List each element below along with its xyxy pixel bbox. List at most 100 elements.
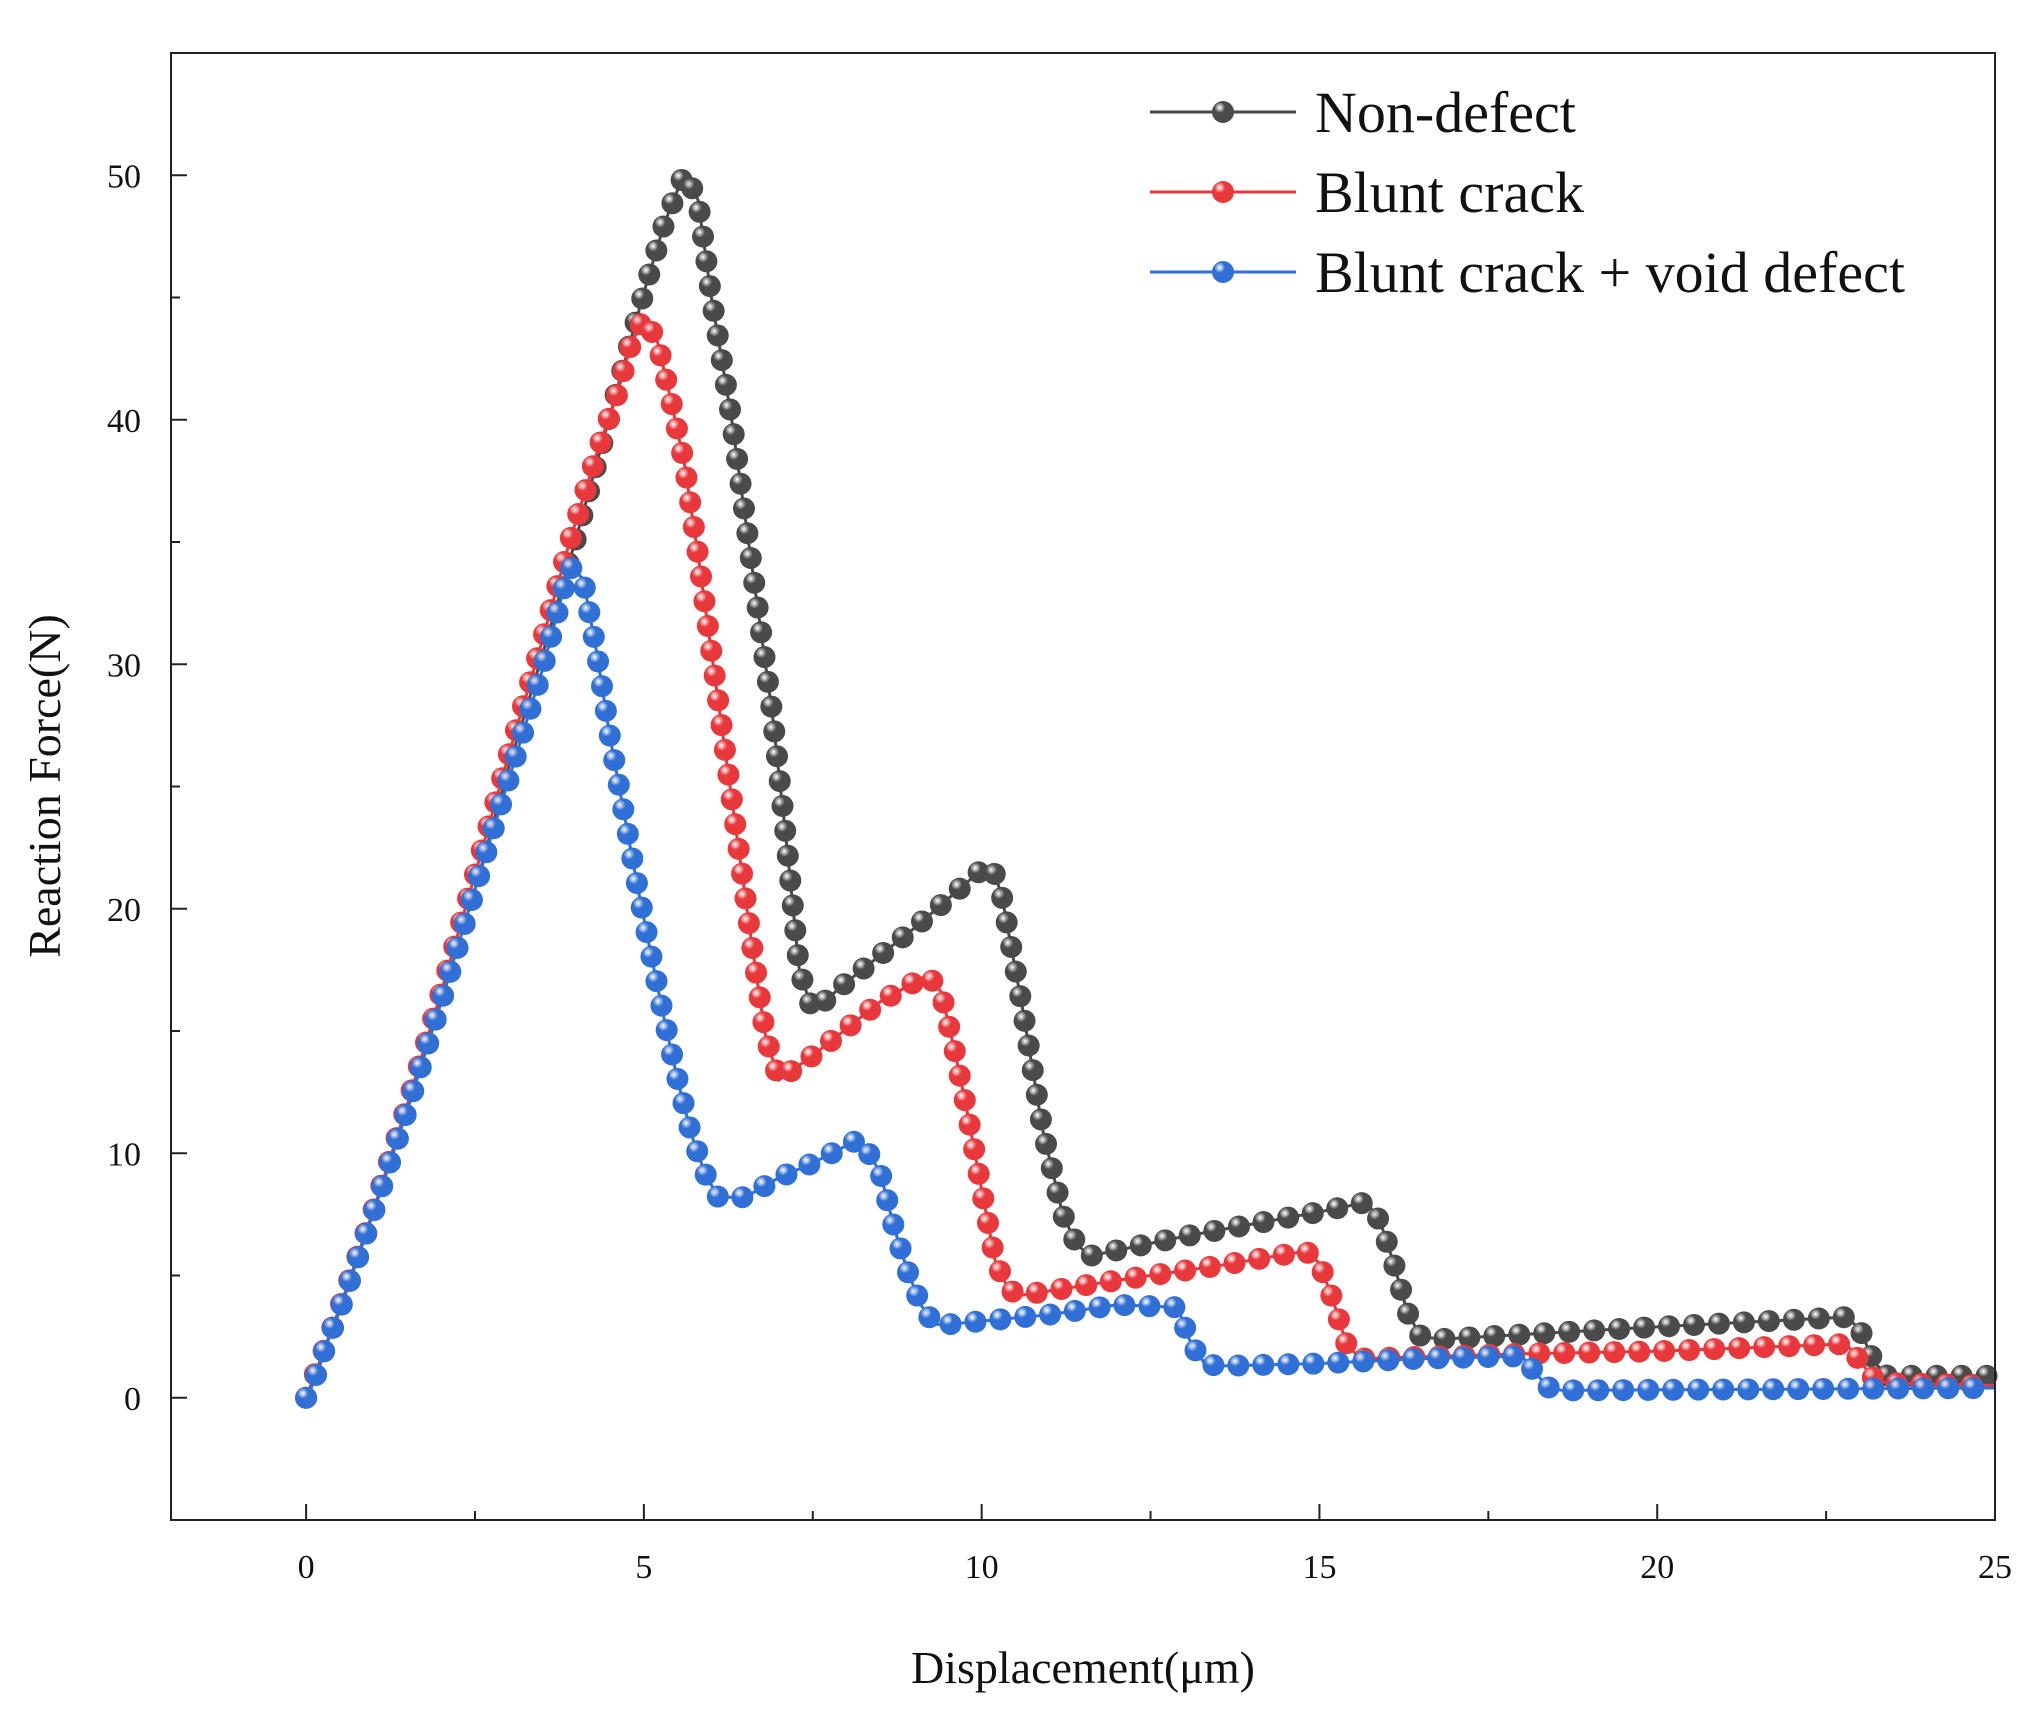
data-point <box>460 888 483 911</box>
data-point <box>1578 1341 1601 1364</box>
x-tick-label: 25 <box>1978 1549 2012 1586</box>
data-point <box>1803 1334 1826 1357</box>
data-point <box>330 1293 353 1316</box>
y-tick-label: 20 <box>107 892 141 929</box>
data-point <box>560 557 583 580</box>
data-point <box>512 721 535 744</box>
x-tick-label: 5 <box>635 1549 652 1586</box>
data-point <box>958 1113 981 1136</box>
legend-marker <box>1212 261 1234 283</box>
data-point <box>645 970 668 993</box>
data-point <box>378 1151 401 1174</box>
data-point <box>798 1153 821 1176</box>
series-2 <box>295 557 1996 1409</box>
data-point <box>475 841 498 864</box>
data-point <box>612 360 635 383</box>
data-point <box>1608 1318 1631 1341</box>
data-point <box>906 1284 929 1307</box>
y-tick-label: 40 <box>107 403 141 440</box>
data-point <box>739 547 762 570</box>
data-point <box>1184 1339 1207 1362</box>
data-point <box>938 1015 961 1038</box>
data-point <box>655 1019 678 1042</box>
y-tick-label: 30 <box>107 647 141 684</box>
data-point <box>1252 1211 1275 1234</box>
data-point <box>702 299 725 322</box>
data-point <box>1375 1230 1398 1253</box>
data-point <box>991 886 1014 909</box>
data-point <box>1850 1322 1873 1345</box>
data-point <box>1757 1310 1780 1333</box>
legend-marker <box>1212 181 1234 203</box>
data-point <box>1277 1206 1300 1229</box>
data-point <box>1149 1263 1172 1286</box>
plot-frame <box>170 52 1996 1521</box>
legend-marker <box>1212 101 1234 123</box>
data-point <box>1035 1132 1058 1155</box>
data-point <box>675 466 698 489</box>
data-point <box>714 373 737 396</box>
data-point <box>686 1140 709 1163</box>
data-point <box>1653 1340 1676 1363</box>
data-point <box>386 1127 409 1150</box>
data-point <box>1296 1241 1319 1264</box>
data-point <box>552 577 575 600</box>
legend-item: Blunt crack + void defect <box>1150 240 1905 305</box>
data-point <box>1628 1340 1651 1363</box>
data-point <box>638 263 661 286</box>
data-point <box>1099 1270 1122 1293</box>
data-point <box>910 910 933 933</box>
data-point <box>431 984 454 1007</box>
data-point <box>753 1175 776 1198</box>
data-point <box>598 724 621 747</box>
data-point <box>1009 985 1032 1008</box>
data-point <box>1113 1294 1136 1317</box>
data-point <box>630 896 653 919</box>
data-point <box>1787 1378 1810 1401</box>
data-point <box>1039 1303 1062 1326</box>
y-tick-label: 0 <box>124 1381 141 1418</box>
data-point <box>681 177 704 200</box>
data-point <box>717 763 740 786</box>
data-point <box>1029 1108 1052 1131</box>
data-point <box>1075 1274 1098 1297</box>
data-point <box>321 1316 344 1339</box>
data-point <box>546 601 569 624</box>
data-point <box>589 431 612 454</box>
data-point <box>597 407 620 430</box>
data-point <box>1154 1229 1177 1252</box>
data-point <box>693 590 716 613</box>
data-point <box>784 919 807 942</box>
data-point <box>1383 1254 1406 1277</box>
data-point <box>746 596 769 619</box>
data-point <box>1682 1313 1705 1336</box>
data-point <box>519 697 542 720</box>
data-point <box>1483 1325 1506 1348</box>
data-point <box>686 540 709 563</box>
data-point <box>305 1363 328 1386</box>
data-point <box>820 1029 843 1052</box>
y-axis-title: Reaction Force(N) <box>19 614 70 958</box>
data-point <box>1040 1157 1063 1180</box>
data-point <box>724 813 747 836</box>
legend-label: Non-defect <box>1315 80 1576 145</box>
data-point <box>876 1189 899 1212</box>
data-point <box>690 565 713 588</box>
data-point <box>582 625 605 648</box>
data-point <box>631 287 654 310</box>
data-point <box>953 1089 976 1112</box>
data-point <box>1533 1322 1556 1345</box>
data-point <box>720 788 743 811</box>
data-point <box>363 1199 386 1222</box>
data-point <box>402 1080 425 1103</box>
data-point <box>695 250 718 273</box>
data-point <box>295 1386 318 1409</box>
data-point <box>1477 1346 1500 1369</box>
data-point <box>1583 1319 1606 1342</box>
data-point <box>1912 1377 1935 1400</box>
data-point <box>692 225 715 248</box>
data-point <box>482 817 505 840</box>
data-point <box>706 324 729 347</box>
